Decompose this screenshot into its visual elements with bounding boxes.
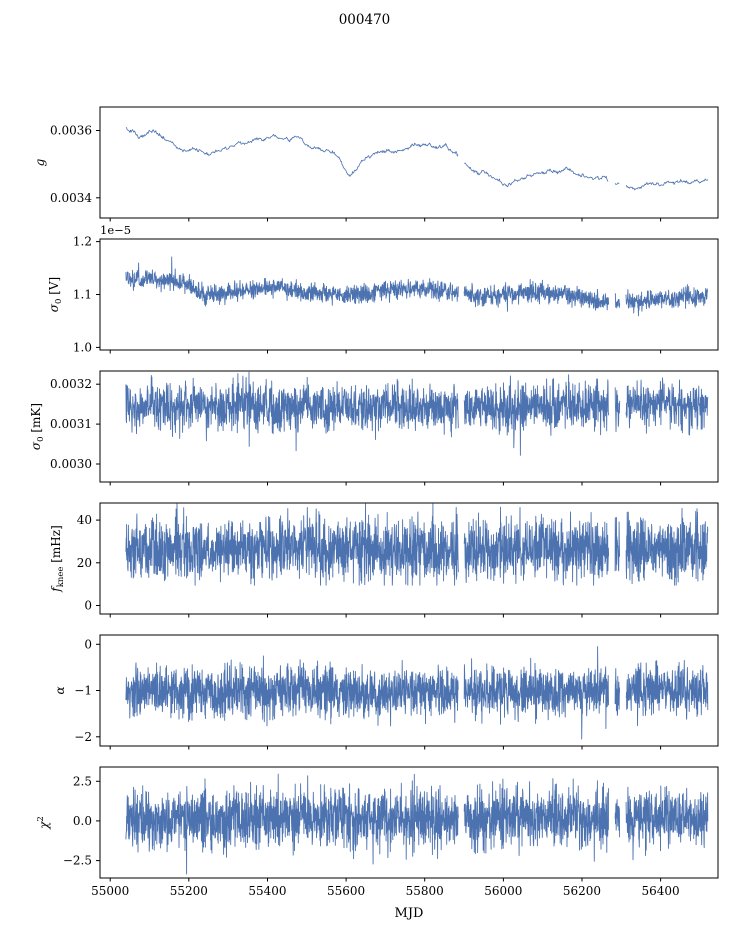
x-tick-label: 55000: [91, 884, 129, 898]
y-ticks-fknee: 0 20 40: [77, 513, 100, 612]
y-tick-label: −1: [74, 684, 92, 698]
axes-frame-sigma0_mK: [99, 370, 719, 483]
y-axis-label-sigma0_mK: σ0 [mK]: [29, 403, 46, 450]
y-axis-label-chi2: χ2: [36, 816, 51, 830]
y-tick-label: 2.5: [73, 774, 92, 788]
y-tick-label: 0.0030: [50, 457, 92, 471]
x-tick-label: 56400: [642, 884, 680, 898]
panel-g: 0.0034 0.0036: [50, 106, 719, 222]
figure-title: 000470: [338, 12, 391, 28]
x-tick-label: 55200: [170, 884, 208, 898]
x-ticks-fknee: [109, 614, 662, 618]
y-tick-label: −2: [74, 730, 92, 744]
panel-sigma0_mK: 0.0030 0.0031 0.0032: [50, 370, 719, 486]
y-tick-label: 1.1: [73, 288, 92, 302]
y-tick-label: 1.0: [73, 340, 92, 354]
series-chi2: [125, 773, 709, 875]
y-axis-offset-label: 1e−5: [100, 223, 131, 237]
y-axis-label-fknee: fknee [mHz]: [49, 525, 66, 592]
x-tick-label: 56200: [563, 884, 601, 898]
axes-frame-fknee: [99, 502, 719, 615]
series-fknee: [125, 503, 709, 586]
x-tick-label: 55600: [327, 884, 365, 898]
panel-sigma0_V: 1.0 1.1 1.2: [73, 235, 719, 354]
y-tick-label: 0.0034: [50, 191, 92, 205]
y-tick-label: −2.5: [63, 854, 92, 868]
y-ticks-chi2: −2.5 0.0 2.5: [63, 774, 100, 868]
y-axis-label-alpha: α: [53, 686, 67, 694]
y-tick-label: 0.0: [73, 814, 92, 828]
y-ticks-alpha: −2 −1 0: [74, 637, 100, 744]
panel-fknee: 0 20 40: [77, 502, 719, 618]
y-ticks-g: 0.0034 0.0036: [50, 124, 100, 205]
x-ticks-sigma0_mK: [109, 482, 662, 486]
x-tick-label: 55400: [248, 884, 286, 898]
axes-frame-chi2: [99, 766, 719, 879]
y-tick-label: 0.0036: [50, 124, 92, 138]
panel-alpha: −2 −1 0: [74, 634, 719, 750]
y-tick-label: 0: [84, 598, 92, 612]
y-tick-label: 40: [77, 513, 92, 527]
axes-frame-g: [99, 106, 719, 219]
y-tick-label: 0.0032: [50, 377, 92, 391]
x-ticks-sigma0_V: [109, 350, 662, 354]
axes-frame-sigma0_V: [99, 238, 719, 351]
series-sigma0_V: [125, 256, 708, 317]
x-tick-label: 55800: [406, 884, 444, 898]
y-tick-label: 20: [77, 556, 92, 570]
y-axis-label-g: g: [33, 158, 47, 166]
y-tick-label: 0.0031: [50, 417, 92, 431]
panel-chi2: −2.5 0.0 2.5 55000 55200 55400 55600 55800 56000…: [63, 766, 719, 898]
y-ticks-sigma0_V: 1.0 1.1 1.2: [73, 235, 100, 354]
x-tick-label: 56000: [484, 884, 522, 898]
y-tick-label: 1.2: [73, 235, 92, 249]
series-alpha: [125, 646, 709, 740]
x-ticks-chi2: 55000 55200 55400 55600 55800 56000 56200 56400: [91, 878, 680, 898]
series-sigma0_mK: [125, 371, 709, 456]
x-ticks-g: [109, 218, 662, 222]
x-ticks-alpha: [109, 746, 662, 750]
series-g: [125, 127, 709, 191]
x-axis-label: MJD: [394, 906, 424, 921]
y-ticks-sigma0_mK: 0.0030 0.0031 0.0032: [50, 377, 100, 471]
y-axis-label-sigma0_V: σ0 [V]: [47, 277, 64, 312]
y-tick-label: 0: [84, 637, 92, 651]
